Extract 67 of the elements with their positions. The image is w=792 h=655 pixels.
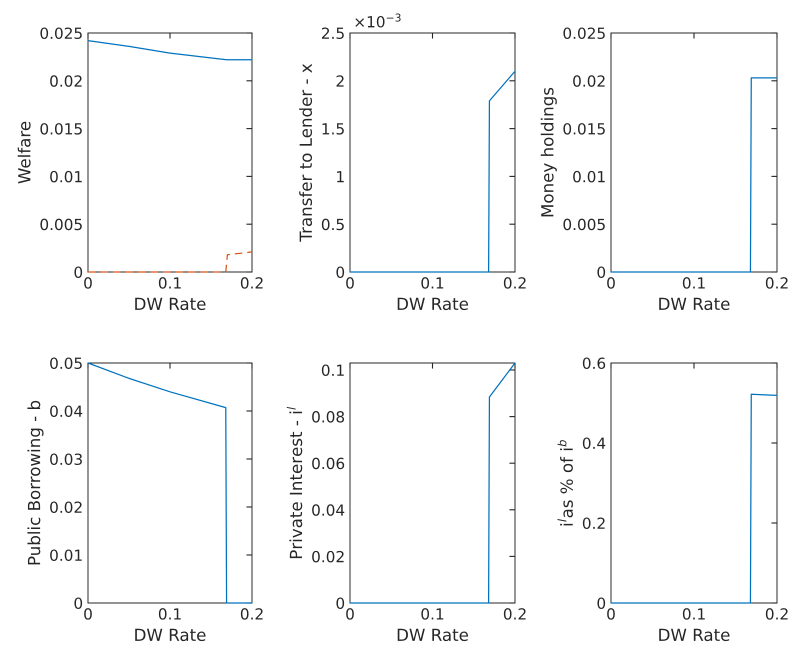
y-axis-title: Money holdings [540,88,557,216]
y-tick-label: 0.06 [312,458,344,470]
y-tick-label: 0.4 [582,437,606,450]
x-tick-label: 0.1 [158,277,181,289]
y-tick-label: 0 [336,266,344,278]
x-axis-title: DW Rate [135,298,206,310]
x-axis-title: DW Rate [398,298,468,310]
x-tick-label: 0 [84,608,92,620]
x-tick-label: 0.2 [504,608,526,620]
y-axis-title: Private Interest - i$^{l}$ [286,406,302,558]
y-tick-label: 0.08 [312,411,344,423]
y-tick-label: 0.02 [573,75,605,87]
x-tick-label: 0 [84,277,92,289]
y-axis-title: i$^{l}$as % of i$^{b}$ [557,440,573,526]
y-tick-label: 0 [74,597,82,610]
y-tick-label: 0.5 [322,218,344,230]
x-tick-label: 0.1 [421,277,444,289]
x-tick-label: 0.2 [240,608,263,620]
x-tick-label: 0 [607,608,615,620]
x-tick-label: 0.1 [682,277,705,289]
y-axis-title: Transfer to Lender - x [299,64,312,242]
y-tick-label: 0.01 [50,170,82,182]
y-tick-label: 0 [597,597,606,610]
y-tick-label: 0 [74,266,82,278]
x-axis-title: DW Rate [398,628,468,642]
y-tick-label: 0.01 [573,170,605,182]
line-series [87,40,253,60]
y-tick-label: 0 [336,597,344,610]
y-tick-label: 0.02 [50,501,82,514]
x-axis-title: DW Rate [659,628,730,642]
y-tick-label: 0.6 [582,357,606,370]
y-tick-label: 0.1 [322,364,344,376]
y-tick-label: 0.025 [563,27,605,40]
y-tick-label: 0.03 [50,453,82,466]
y-tick-label: 0.015 [40,123,82,135]
y-tick-label: 0.015 [563,123,605,135]
line-series [87,362,253,604]
y-tick-label: 1 [337,171,344,182]
y-axis-title: Welfare [18,122,31,184]
y-tick-label: 0.005 [40,218,82,230]
x-axis-title: DW Rate [659,298,730,310]
x-tick-label: 0 [346,608,354,620]
y-tick-label: 0 [597,266,606,278]
y-tick-label: 0.04 [50,405,82,418]
y-tick-label: 2 [336,75,344,87]
y-tick-label: 0.005 [563,218,605,230]
y-tick-label: 2.5 [322,27,344,40]
y-tick-label: 0.02 [50,75,82,87]
x-tick-label: 0 [346,277,354,289]
x-tick-label: 0.2 [240,277,263,289]
text: ×10$^{−3}$ [355,14,401,28]
x-tick-label: 0.2 [766,608,788,620]
x-tick-label: 0.2 [766,277,788,289]
x-tick-label: 0.1 [421,608,444,620]
y-tick-label: 0.01 [50,549,82,562]
x-tick-label: 0.1 [158,608,181,620]
y-tick-label: 0.02 [312,550,344,562]
x-tick-label: 0 [607,277,615,289]
y-axis-title: Public Borrowing - b [27,400,44,564]
y-tick-label: 1.5 [322,123,344,135]
x-tick-label: 0.1 [682,608,705,620]
y-tick-label: 0.04 [312,504,344,516]
x-axis-title: DW Rate [135,628,206,642]
y-tick-label: 0.2 [582,517,605,530]
y-tick-label: 0.025 [40,27,82,40]
x-tick-label: 0.2 [504,277,526,289]
y-tick-label: 0.05 [50,357,82,370]
